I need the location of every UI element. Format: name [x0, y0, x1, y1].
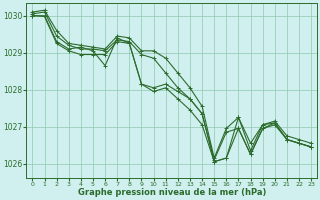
X-axis label: Graphe pression niveau de la mer (hPa): Graphe pression niveau de la mer (hPa) — [77, 188, 266, 197]
